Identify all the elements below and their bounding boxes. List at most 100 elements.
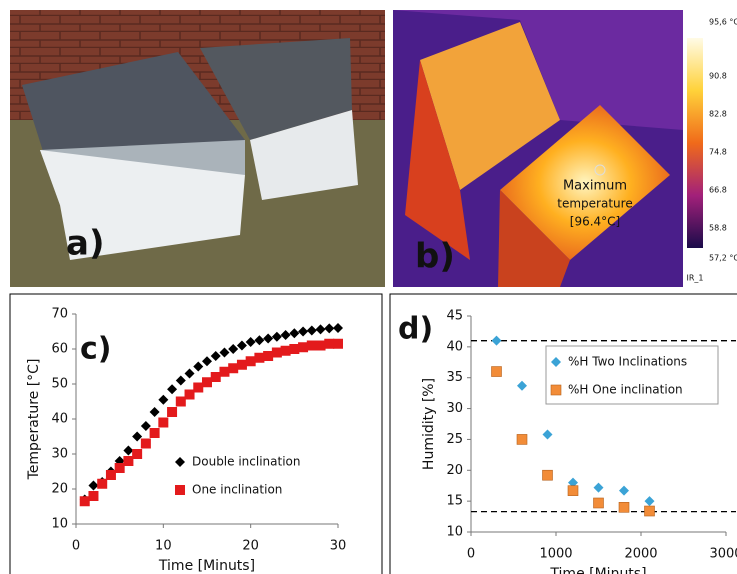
marker (150, 428, 160, 438)
y-tick-label: 10 (51, 517, 68, 532)
marker (281, 330, 291, 340)
marker (211, 351, 221, 361)
marker (272, 332, 282, 342)
marker (150, 407, 160, 417)
legend-label: %H Two Inclinations (568, 355, 687, 369)
marker (492, 336, 502, 346)
x-tick-label: 10 (155, 539, 172, 554)
marker (219, 367, 229, 377)
marker (307, 341, 317, 351)
colorbar-label: 74.8 (709, 148, 727, 157)
marker (246, 356, 256, 366)
marker (185, 390, 195, 400)
marker (289, 328, 299, 338)
x-tick-label: 3000 (709, 547, 737, 562)
y-tick-label: 50 (51, 377, 68, 392)
marker (193, 383, 203, 393)
x-tick-label: 2000 (624, 547, 657, 562)
annotation: Maximum (563, 179, 627, 194)
marker (272, 348, 282, 358)
marker (645, 496, 655, 506)
marker (202, 356, 212, 366)
marker (316, 324, 326, 334)
marker (289, 344, 299, 354)
panel-frame (10, 294, 382, 574)
marker (237, 360, 247, 370)
marker (246, 337, 256, 347)
marker (167, 384, 177, 394)
marker (594, 498, 604, 508)
marker (324, 323, 334, 333)
marker (281, 346, 291, 356)
legend-label: One inclination (192, 483, 282, 497)
marker (176, 376, 186, 386)
photo-a: a) (10, 10, 385, 287)
colorbar-label: 82.8 (709, 110, 727, 119)
y-tick-label: 70 (51, 307, 68, 322)
marker (254, 353, 264, 363)
marker (158, 395, 168, 405)
marker (80, 496, 90, 506)
marker (237, 341, 247, 351)
marker (88, 491, 98, 501)
marker (132, 432, 142, 442)
marker (115, 463, 125, 473)
y-tick-label: 40 (446, 339, 463, 354)
y-tick-label: 20 (446, 463, 463, 478)
marker (263, 334, 273, 344)
x-tick-label: 0 (467, 547, 475, 562)
y-tick-label: 30 (51, 447, 68, 462)
colorbar-label: 90.8 (709, 72, 727, 81)
y-tick-label: 60 (51, 342, 68, 357)
y-tick-label: 35 (446, 370, 463, 385)
marker (333, 339, 343, 349)
x-tick-label: 0 (72, 539, 80, 554)
marker (551, 385, 561, 395)
marker (517, 434, 527, 444)
panel-label: a) (66, 224, 104, 264)
marker (97, 479, 107, 489)
marker (254, 335, 264, 345)
y-axis-label: Humidity [%] (421, 378, 437, 470)
y-tick-label: 20 (51, 482, 68, 497)
panel-label: b) (415, 237, 455, 277)
marker (175, 457, 185, 467)
y-tick-label: 15 (446, 494, 463, 509)
annotation: temperature (557, 197, 632, 211)
marker (132, 449, 142, 459)
marker (176, 397, 186, 407)
y-axis-label: Temperature [°C] (26, 359, 42, 481)
y-tick-label: 45 (446, 309, 463, 324)
marker (141, 439, 151, 449)
marker (333, 323, 343, 333)
marker (645, 506, 655, 516)
marker (123, 456, 133, 466)
marker (141, 421, 151, 431)
marker (167, 407, 177, 417)
panel-label: c) (80, 332, 112, 367)
legend-label: Double inclination (192, 455, 301, 469)
y-tick-label: 40 (51, 412, 68, 427)
photo-b: Maximum temperature [96.4°C] b) IR_1 (393, 10, 730, 287)
marker (202, 377, 212, 387)
marker (88, 481, 98, 491)
x-tick-label: 1000 (539, 547, 572, 562)
x-tick-label: 20 (242, 539, 259, 554)
x-axis-label: Time [Minuts] (158, 558, 255, 574)
marker (543, 429, 553, 439)
panel-label: d) (398, 312, 433, 347)
x-axis-label: Time [Minuts] (549, 566, 646, 574)
marker (106, 470, 116, 480)
marker (307, 325, 317, 335)
marker (324, 339, 334, 349)
marker (185, 369, 195, 379)
legend-label: %H One inclination (568, 383, 683, 397)
marker (228, 363, 238, 373)
colorbar-label: 58.8 (709, 224, 727, 233)
figure: a) Maximum temperature [96.4°C] b) IR_1 … (0, 0, 737, 574)
y-tick-label: 25 (446, 432, 463, 447)
marker (298, 327, 308, 337)
marker (492, 367, 502, 377)
marker (263, 351, 273, 361)
marker (543, 470, 553, 480)
